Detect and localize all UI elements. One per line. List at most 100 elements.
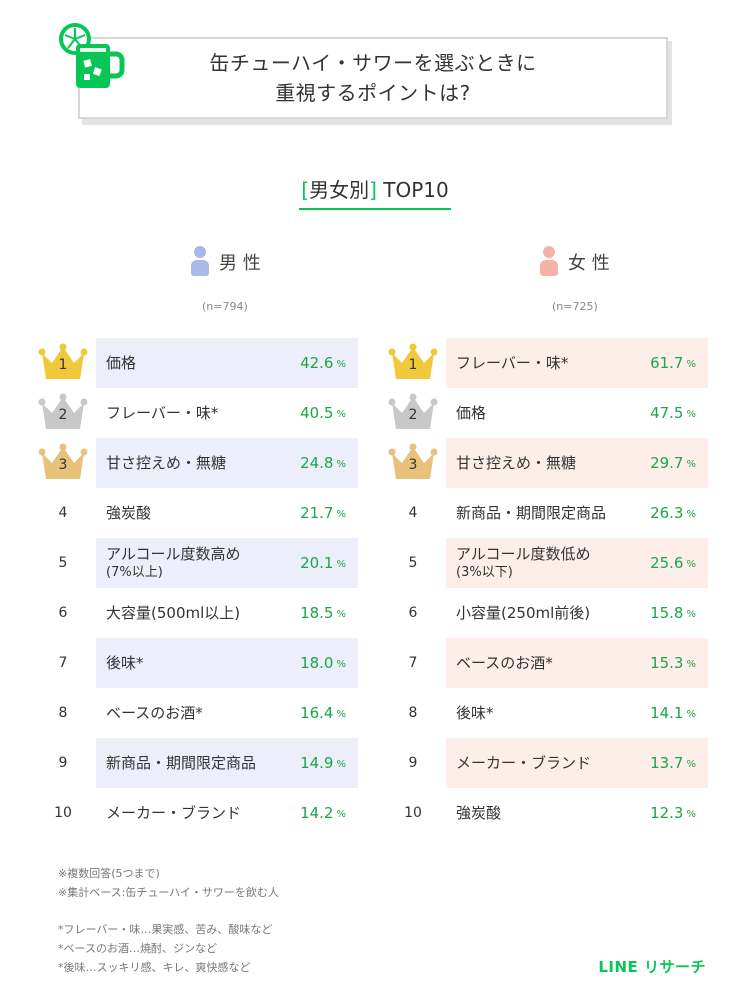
item-label-main: メーカー・ブランド — [106, 804, 242, 822]
rank-number: 5 — [58, 555, 68, 571]
note-multiple-answer: ※複数回答(5つまで) — [58, 867, 160, 880]
item-label-main: 強炭酸 — [456, 804, 502, 822]
item-value: 25.6% — [650, 538, 696, 588]
value-number: 15.3 — [650, 654, 684, 672]
item-label-main: フレーバー・味* — [106, 404, 219, 422]
item-value: 14.9% — [300, 738, 346, 788]
crown-icon: 2 — [38, 393, 88, 433]
item-label-main: アルコール度数高め — [106, 545, 241, 563]
row-highlight — [446, 338, 708, 388]
subtitle-suffix: TOP10 — [376, 178, 449, 202]
item-label: ベースのお酒* — [456, 638, 553, 688]
table-row: 8 後味* 14.1% — [388, 688, 708, 738]
row-highlight — [96, 338, 358, 388]
value-unit: % — [686, 759, 696, 770]
item-label: 価格 — [456, 388, 486, 438]
table-row: 10 メーカー・ブランド 14.2% — [38, 788, 358, 838]
value-number: 14.1 — [650, 704, 684, 722]
rank-number: 6 — [408, 605, 418, 621]
table-row: 8 ベースのお酒* 16.4% — [38, 688, 358, 738]
item-value: 15.8% — [650, 588, 696, 638]
rank-number: 7 — [58, 655, 68, 671]
value-unit: % — [336, 659, 346, 670]
female-person-icon — [540, 246, 558, 278]
item-label: 強炭酸 — [456, 788, 501, 838]
value-number: 47.5 — [650, 404, 684, 422]
value-number: 12.3 — [650, 804, 684, 822]
value-unit: % — [686, 709, 696, 720]
crown-icon: 2 — [388, 393, 438, 433]
item-label: 甘さ控えめ・無糖 — [106, 438, 226, 488]
value-unit: % — [686, 359, 696, 370]
rank-number: 8 — [408, 705, 418, 721]
rank-number: 3 — [58, 457, 68, 473]
value-number: 29.7 — [650, 454, 684, 472]
note-flavor: *フレーバー・味…果実感、苦み、酸味など — [58, 923, 273, 936]
item-label-main: 新商品・期間限定商品 — [456, 504, 607, 522]
subtitle-bracket-close: ] — [369, 178, 377, 202]
item-label: 価格 — [106, 338, 136, 388]
item-label: ベースのお酒* — [106, 688, 203, 738]
value-unit: % — [336, 409, 346, 420]
item-label: メーカー・ブランド — [456, 738, 591, 788]
title-box: 缶チューハイ・サワーを選ぶときに 重視するポイントは? — [78, 37, 668, 119]
rank-number: 9 — [58, 755, 68, 771]
value-unit: % — [336, 759, 346, 770]
value-number: 20.1 — [300, 554, 334, 572]
male-header: 男 性 — [191, 246, 261, 278]
rank-number: 4 — [58, 505, 68, 521]
rank-number: 10 — [54, 805, 72, 821]
item-value: 61.7% — [650, 338, 696, 388]
value-number: 42.6 — [300, 354, 334, 372]
value-number: 16.4 — [300, 704, 334, 722]
table-row: 7 ベースのお酒* 15.3% — [388, 638, 708, 688]
value-number: 21.7 — [300, 504, 334, 522]
value-unit: % — [336, 609, 346, 620]
rank-number: 10 — [404, 805, 422, 821]
subtitle-text: 男女別 — [309, 178, 370, 202]
value-number: 40.5 — [300, 404, 334, 422]
value-unit: % — [686, 559, 696, 570]
table-row: 1 フレーバー・味* 61.7% — [388, 338, 708, 388]
female-sample-size: (n=725) — [552, 300, 598, 313]
item-value: 47.5% — [650, 388, 696, 438]
item-label: 甘さ控えめ・無糖 — [456, 438, 576, 488]
table-row: 4 強炭酸 21.7% — [38, 488, 358, 538]
item-label-main: 甘さ控えめ・無糖 — [456, 454, 577, 472]
item-value: 13.7% — [650, 738, 696, 788]
table-row: 1 価格 42.6% — [38, 338, 358, 388]
rank-number: 8 — [58, 705, 68, 721]
item-value: 15.3% — [650, 638, 696, 688]
item-label: アルコール度数低め (3%以下) — [456, 538, 591, 588]
item-label: 後味* — [106, 638, 144, 688]
item-value: 42.6% — [300, 338, 346, 388]
item-value: 29.7% — [650, 438, 696, 488]
item-label: 新商品・期間限定商品 — [106, 738, 256, 788]
row-highlight — [96, 738, 358, 788]
rank-number: 2 — [408, 407, 418, 423]
item-value: 14.2% — [300, 788, 346, 838]
note-aftertaste: *後味…スッキリ感、キレ、爽快感など — [58, 961, 251, 974]
crown-icon: 1 — [38, 343, 88, 383]
table-row: 3 甘さ控えめ・無糖 24.8% — [38, 438, 358, 488]
item-value: 20.1% — [300, 538, 346, 588]
item-label-main: 甘さ控えめ・無糖 — [106, 454, 227, 472]
row-highlight — [96, 538, 358, 588]
rank-number: 4 — [408, 505, 418, 521]
item-label-main: ベースのお酒* — [106, 704, 203, 722]
item-label-main: 価格 — [456, 404, 487, 422]
brand-logo: LINE リサーチ — [598, 958, 706, 976]
subtitle: [男女別] TOP10 — [0, 174, 750, 210]
subtitle-bracket-open: [ — [301, 178, 310, 202]
item-label-main: 後味* — [456, 704, 494, 722]
rank-number: 6 — [58, 605, 68, 621]
item-label: 後味* — [456, 688, 494, 738]
value-number: 14.2 — [300, 804, 334, 822]
item-label-main: アルコール度数低め — [456, 545, 591, 563]
item-value: 14.1% — [650, 688, 696, 738]
item-label: フレーバー・味* — [456, 338, 568, 388]
item-label-main: ベースのお酒* — [456, 654, 553, 672]
table-row: 6 小容量(250ml前後) 15.8% — [388, 588, 708, 638]
crown-icon: 1 — [388, 343, 438, 383]
value-number: 18.0 — [300, 654, 334, 672]
